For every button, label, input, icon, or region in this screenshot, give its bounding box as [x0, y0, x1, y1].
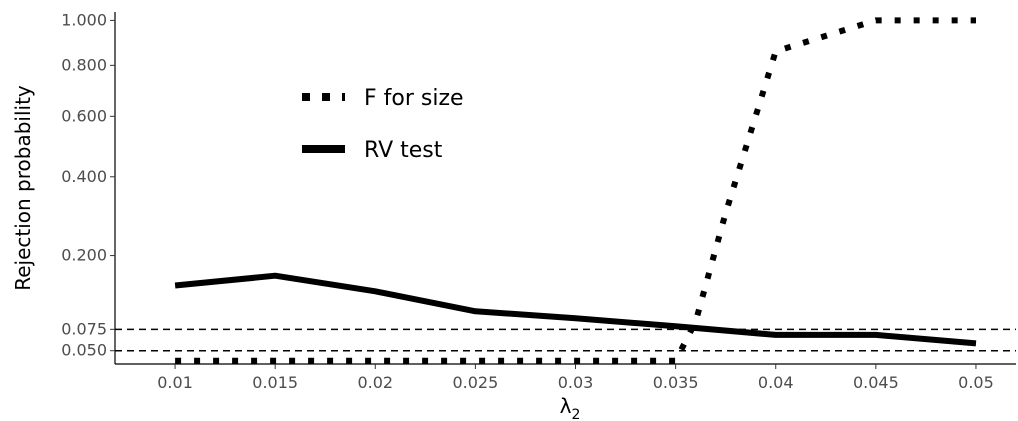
y-tick-label: 1.000 [61, 10, 107, 29]
y-tick-label: 0.200 [61, 246, 107, 265]
x-tick-label: 0.05 [958, 373, 994, 392]
series-line-rv-test [174, 272, 977, 347]
reference-lines [115, 328, 1016, 352]
x-tick-label: 0.035 [653, 373, 699, 392]
y-ticks: 0.050 0.075 0.200 0.400 0.600 0.800 1.000 [61, 10, 115, 360]
x-axis-title: λ2 [560, 394, 581, 421]
x-tick-label: 0.015 [252, 373, 298, 392]
x-axis-title-subscript: 2 [571, 407, 580, 421]
x-tick-label: 0.03 [558, 373, 594, 392]
series-layer [174, 17, 977, 364]
x-axis-title-main: λ [560, 394, 572, 418]
x-tick-label: 0.025 [452, 373, 498, 392]
y-tick-label: 0.050 [61, 341, 107, 360]
x-tick-label: 0.01 [157, 373, 193, 392]
legend: F for size RV test [302, 86, 464, 163]
y-tick-label: 0.075 [61, 319, 107, 338]
y-tick-label: 0.400 [61, 167, 107, 186]
series-line-f-for-size [175, 17, 976, 364]
x-tick-label: 0.04 [758, 373, 794, 392]
y-axis-title: Rejection probability [11, 85, 35, 291]
legend-label-rv-test: RV test [364, 138, 443, 163]
x-tick-label: 0.02 [357, 373, 393, 392]
y-tick-label: 0.800 [61, 55, 107, 74]
x-ticks: 0.01 0.015 0.02 0.025 0.03 0.035 0.04 0.045 0.05 [157, 364, 994, 392]
axes-layer [114, 12, 1016, 365]
x-tick-label: 0.045 [853, 373, 899, 392]
legend-label-f-for-size: F for size [364, 86, 464, 111]
y-tick-label: 0.600 [61, 106, 107, 125]
